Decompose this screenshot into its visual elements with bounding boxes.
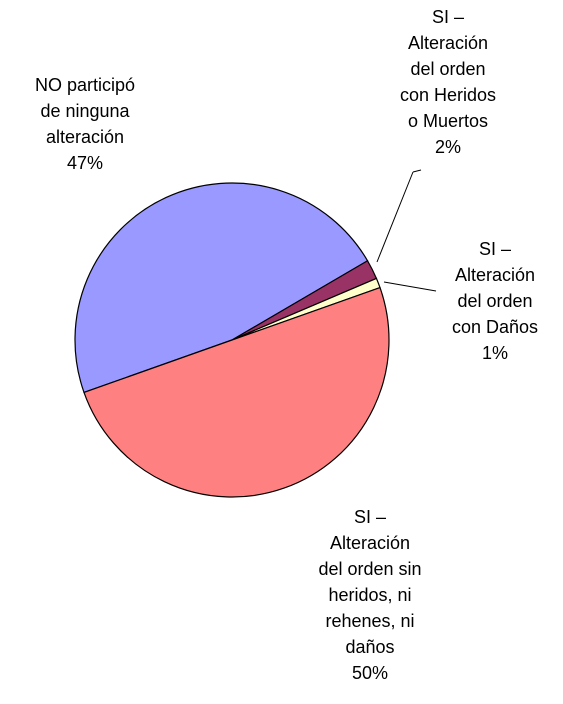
category-label: NO participó de ninguna alteración: [34, 75, 136, 147]
value-label: 47%: [66, 153, 104, 173]
slice-label: SI – Alteración del orden con Heridos o …: [358, 4, 538, 160]
slice-label: NO participó de ninguna alteración 47%: [0, 72, 175, 176]
value-label: 2%: [434, 137, 461, 157]
slice-label: SI – Alteración del orden con Daños 1%: [405, 236, 563, 366]
slice-label: SI – Alteración del orden sin heridos, n…: [280, 504, 460, 686]
pie-slice: [83, 286, 390, 498]
category-label: SI – Alteración del orden con Heridos o …: [399, 7, 497, 131]
leader-line: [412, 169, 422, 173]
category-label: SI – Alteración del orden con Daños: [451, 239, 539, 337]
value-label: 1%: [481, 343, 508, 363]
pie-slice: [74, 182, 369, 394]
category-label: SI – Alteración del orden sin heridos, n…: [318, 507, 422, 657]
pie: [74, 182, 390, 498]
leader-line: [376, 171, 414, 263]
value-label: 50%: [351, 663, 389, 683]
leader-line: [383, 281, 437, 292]
